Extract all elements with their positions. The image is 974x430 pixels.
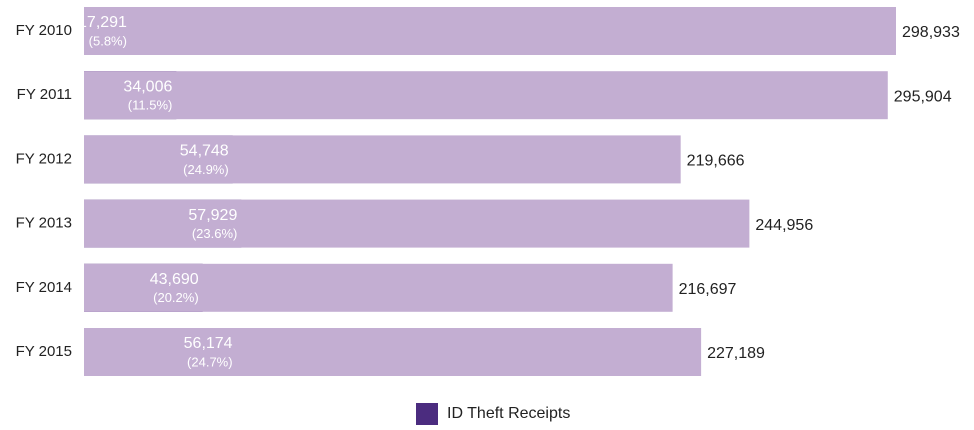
y-tick-label: FY 2013	[16, 215, 72, 232]
total-label: 298,933	[902, 24, 960, 41]
total-bar	[84, 199, 750, 248]
share-label: (20.2%)	[153, 290, 199, 305]
total-bar	[84, 135, 681, 184]
y-tick-label: FY 2010	[16, 22, 72, 39]
value-label: 56,174	[184, 335, 233, 352]
total-label: 216,697	[679, 281, 737, 298]
total-label: 227,189	[707, 345, 765, 362]
total-label: 219,666	[687, 153, 745, 170]
value-label: 34,006	[123, 78, 172, 95]
total-bar	[84, 263, 673, 312]
share-label: (11.5%)	[128, 98, 173, 113]
total-bar	[84, 71, 888, 120]
y-tick-label: FY 2015	[16, 343, 72, 360]
share-label: (23.6%)	[192, 226, 238, 241]
y-tick-label: FY 2014	[16, 279, 72, 296]
value-label: 43,690	[150, 271, 199, 288]
y-tick-label: FY 2012	[16, 150, 72, 167]
share-label: (24.9%)	[183, 162, 229, 177]
value-label: 54,748	[180, 143, 229, 160]
total-bar	[84, 328, 702, 376]
total-bar	[84, 7, 896, 55]
legend-label: ID Theft Receipts	[447, 405, 570, 422]
y-tick-label: FY 2011	[17, 86, 72, 103]
share-label: (5.8%)	[89, 33, 127, 48]
value-label: 17,291	[78, 14, 127, 31]
total-label: 244,956	[755, 217, 813, 234]
total-label: 295,904	[894, 88, 952, 105]
legend-swatch	[416, 403, 438, 425]
value-label: 57,929	[188, 207, 237, 224]
share-label: (24.7%)	[187, 354, 233, 369]
